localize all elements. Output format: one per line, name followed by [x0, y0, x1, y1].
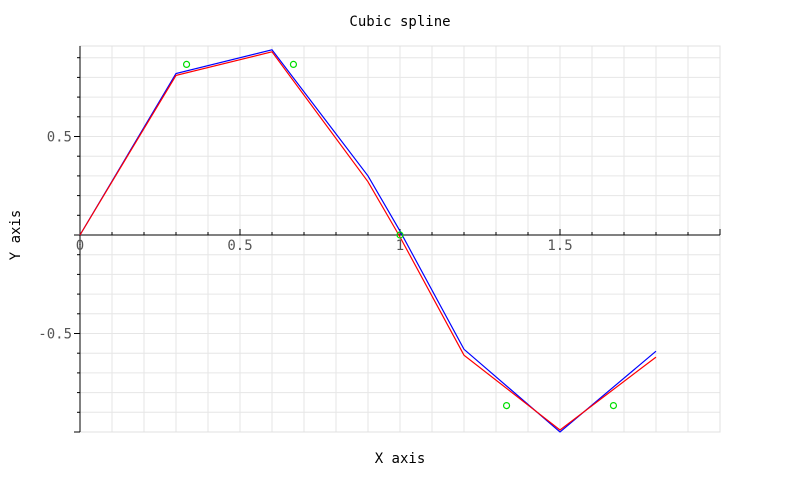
x-tick-label: 0: [76, 238, 84, 254]
y-tick-label: -0.5: [38, 327, 72, 343]
y-axis-title: Y axis: [8, 210, 24, 261]
tick-labels: 0 0.5 1 1.5 0.5 -0.5: [38, 130, 572, 343]
grid: [79, 46, 721, 433]
x-tick-label: 1: [396, 238, 404, 254]
chart-title: Cubic spline: [349, 14, 450, 30]
axes: [74, 46, 721, 433]
series-layer: [79, 49, 657, 433]
x-tick-label: 1.5: [547, 238, 572, 254]
y-tick-label: 0.5: [47, 130, 72, 146]
series-line-1: [79, 51, 657, 431]
data-point-marker: [396, 231, 404, 239]
data-point-marker: [289, 60, 298, 68]
data-point-marker: [609, 402, 618, 410]
data-point-marker: [182, 60, 191, 68]
x-tick-label: 0.5: [227, 238, 252, 254]
data-point-marker: [502, 402, 511, 410]
x-axis-title: X axis: [375, 451, 426, 467]
